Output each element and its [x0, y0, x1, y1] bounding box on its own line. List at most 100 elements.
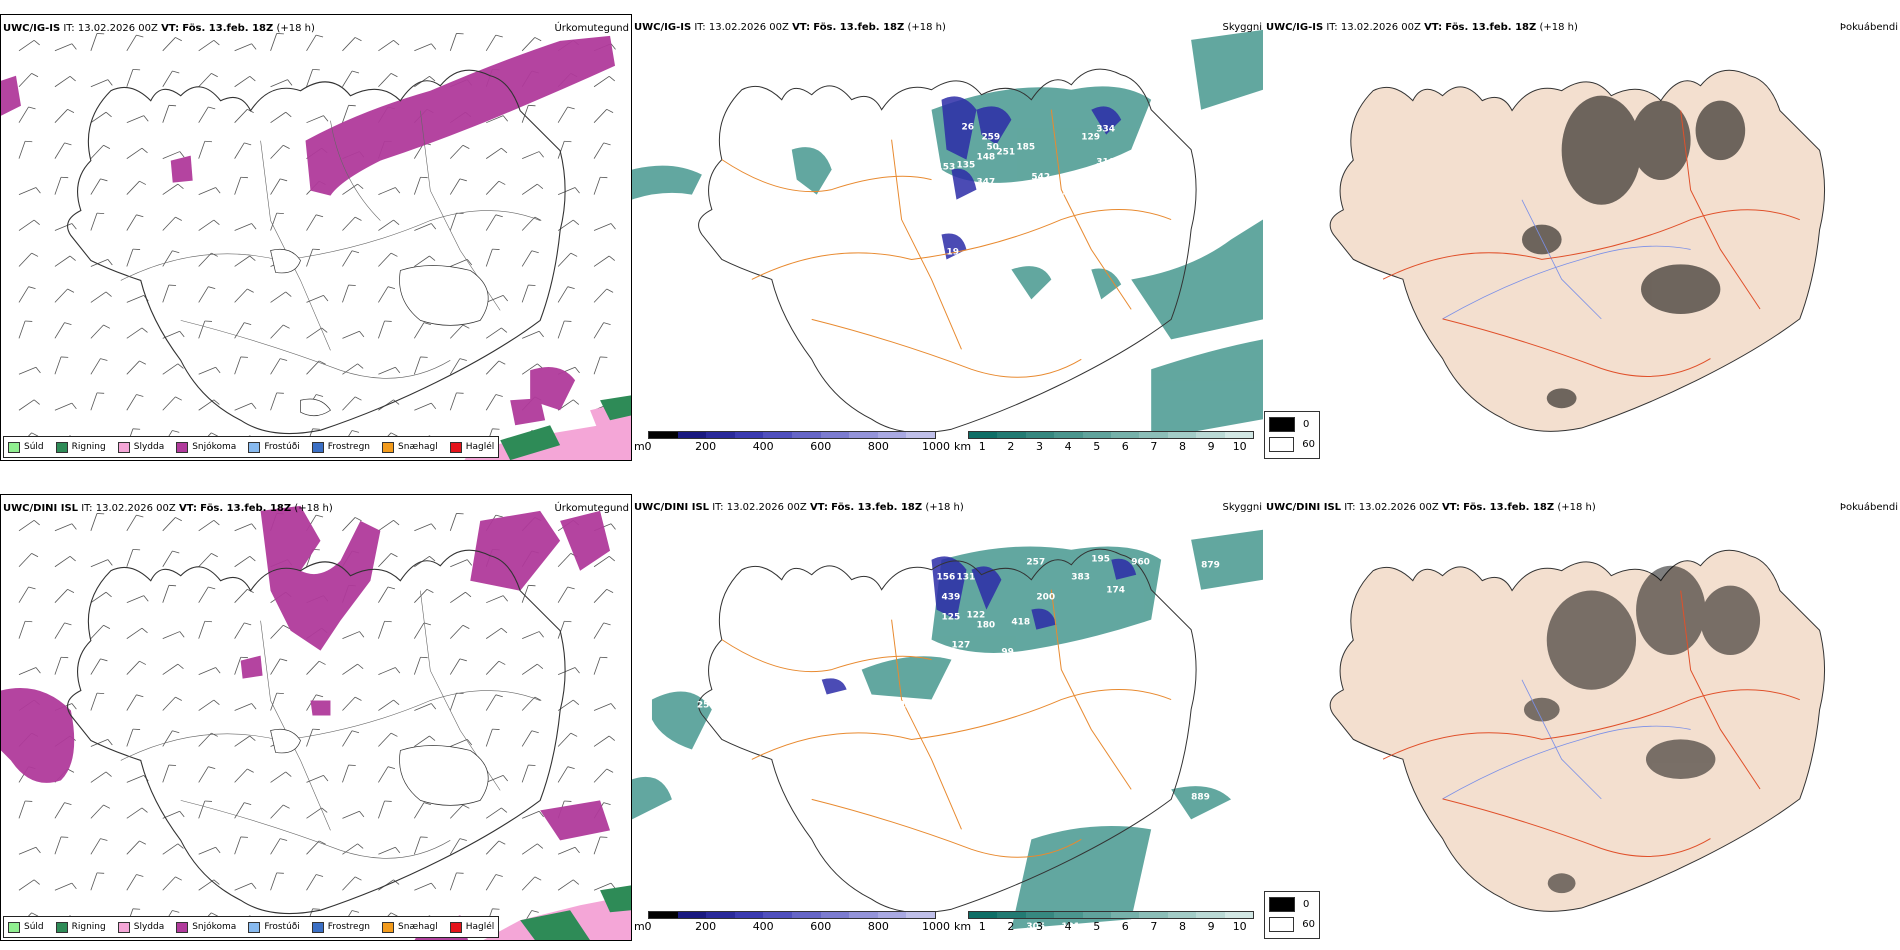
- wind-barb-flag: [31, 73, 39, 78]
- legend-label: Frostregn: [327, 922, 371, 932]
- wind-barb: [413, 177, 421, 195]
- wind-barb: [198, 621, 206, 639]
- wind-barb-flag: [459, 178, 467, 182]
- wind-barb: [414, 255, 430, 267]
- wind-barb-flag: [393, 879, 400, 885]
- wind-barb: [54, 523, 73, 532]
- wind-barb-flag: [606, 108, 614, 114]
- wind-barb-flag: [204, 800, 213, 802]
- wind-barb-flag: [249, 735, 256, 741]
- wind-barb-flag: [211, 252, 218, 257]
- wind-barb: [198, 879, 215, 891]
- wind-barb: [54, 657, 62, 675]
- wind-barb: [522, 151, 540, 160]
- legend-item-1: Rigning: [55, 921, 106, 933]
- wind-barb: [54, 589, 68, 603]
- colorbar-swatch: [734, 432, 764, 438]
- wind-barb: [414, 882, 432, 891]
- wind-barb-flag: [280, 658, 288, 662]
- wind-barb-flag: [61, 176, 69, 179]
- wind-barb: [306, 69, 314, 87]
- wind-barb-flag: [213, 879, 220, 885]
- wind-barb: [378, 40, 394, 52]
- wind-barb-flag: [537, 843, 544, 849]
- wind-barb-flag: [25, 320, 33, 322]
- wind-barb: [126, 294, 144, 303]
- wind-barb-flag: [25, 140, 33, 143]
- wind-barb: [270, 693, 278, 711]
- wind-barb-flag: [537, 663, 544, 670]
- wind-barb: [126, 394, 137, 411]
- wind-barb-flag: [610, 43, 616, 50]
- wind-barb-flag: [35, 667, 41, 674]
- wind-barb: [90, 358, 101, 375]
- legend-swatch: [248, 921, 261, 933]
- wind-barb-flag: [570, 732, 578, 737]
- wind-barb: [414, 402, 432, 411]
- wind-barb: [485, 214, 497, 231]
- colorbar-swatch: [1082, 432, 1112, 438]
- wind-barb-flag: [67, 288, 75, 293]
- wind-barb: [234, 768, 248, 783]
- wind-barb-flag: [208, 766, 216, 770]
- wind-barb-flag: [179, 631, 185, 638]
- legend-item-5: Frostregn: [311, 921, 371, 933]
- wind-barb-flag: [107, 79, 113, 86]
- wind-barb-flag: [462, 144, 470, 149]
- wind-barb: [486, 807, 502, 819]
- wind-barb: [342, 330, 360, 339]
- wind-barb: [90, 513, 98, 531]
- colorbar-swatch: [791, 912, 821, 918]
- wind-barb: [557, 667, 576, 675]
- wind-barb-flag: [534, 696, 542, 701]
- wind-barb: [557, 846, 576, 855]
- wind-barb: [162, 730, 173, 747]
- wind-barb: [126, 180, 140, 195]
- wind-barb-flag: [606, 588, 614, 594]
- roads: [721, 589, 1172, 858]
- wind-barb-flag: [390, 732, 398, 737]
- wind-barb: [18, 252, 32, 267]
- wind-barb-flag: [168, 104, 177, 107]
- colorbar-tick: 4: [1064, 440, 1072, 453]
- wind-barb-flag: [103, 804, 111, 809]
- wind-barb-flag: [105, 291, 112, 297]
- wind-barb-flag: [107, 559, 113, 566]
- colorbar-swatch: [1025, 912, 1055, 918]
- wind-barb: [54, 142, 65, 159]
- wind-barb-flag: [204, 140, 213, 143]
- wind-barb-flag: [215, 187, 221, 194]
- wind-barb-flag: [610, 882, 616, 890]
- wind-barb-flag: [244, 622, 252, 626]
- colorbar-swatch: [1196, 432, 1225, 438]
- wind-barb: [378, 846, 396, 855]
- wind-barb-flag: [67, 108, 75, 114]
- wind-barb: [54, 109, 68, 123]
- wind-barb: [486, 595, 504, 604]
- legend-swatch: [248, 441, 261, 453]
- wind-barb: [198, 73, 212, 88]
- wind-barb: [18, 286, 29, 303]
- wind-barb: [593, 109, 607, 123]
- wind-barb-flag: [71, 523, 77, 530]
- ceiling-label: 122: [966, 611, 985, 621]
- legend-item-1: Rigning: [55, 441, 106, 453]
- wind-barb: [521, 585, 529, 603]
- ceiling-label: 135: [956, 161, 975, 171]
- wind-barb-flag: [276, 872, 284, 874]
- wind-barb-flag: [211, 432, 218, 437]
- wind-barb-flag: [208, 586, 216, 590]
- wind-barb-flag: [351, 730, 360, 734]
- wind-barb-flag: [354, 876, 362, 881]
- wind-barb-flag: [610, 703, 616, 710]
- wind-barb: [414, 802, 425, 819]
- wind-barb: [485, 694, 497, 711]
- wind-barb-flag: [393, 399, 400, 405]
- legend-swatch: [55, 441, 68, 453]
- wind-barb-flag: [141, 327, 148, 333]
- fog-legend: 0 60: [1264, 411, 1320, 459]
- wind-barb: [593, 703, 612, 711]
- wind-barb-flag: [141, 147, 148, 154]
- wind-barb-flag: [323, 115, 329, 122]
